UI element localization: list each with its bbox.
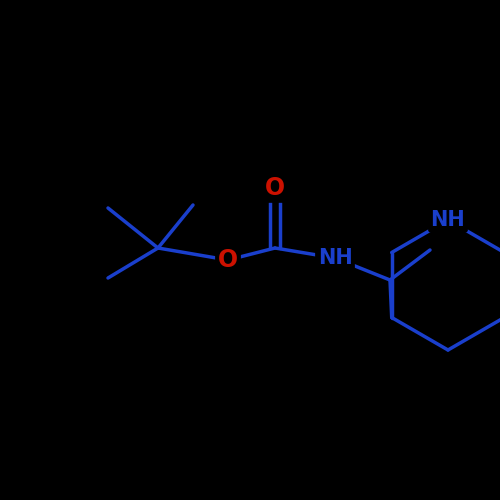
- Text: NH: NH: [318, 248, 352, 268]
- Text: O: O: [218, 248, 238, 272]
- Text: NH: NH: [430, 210, 466, 230]
- Text: O: O: [265, 176, 285, 200]
